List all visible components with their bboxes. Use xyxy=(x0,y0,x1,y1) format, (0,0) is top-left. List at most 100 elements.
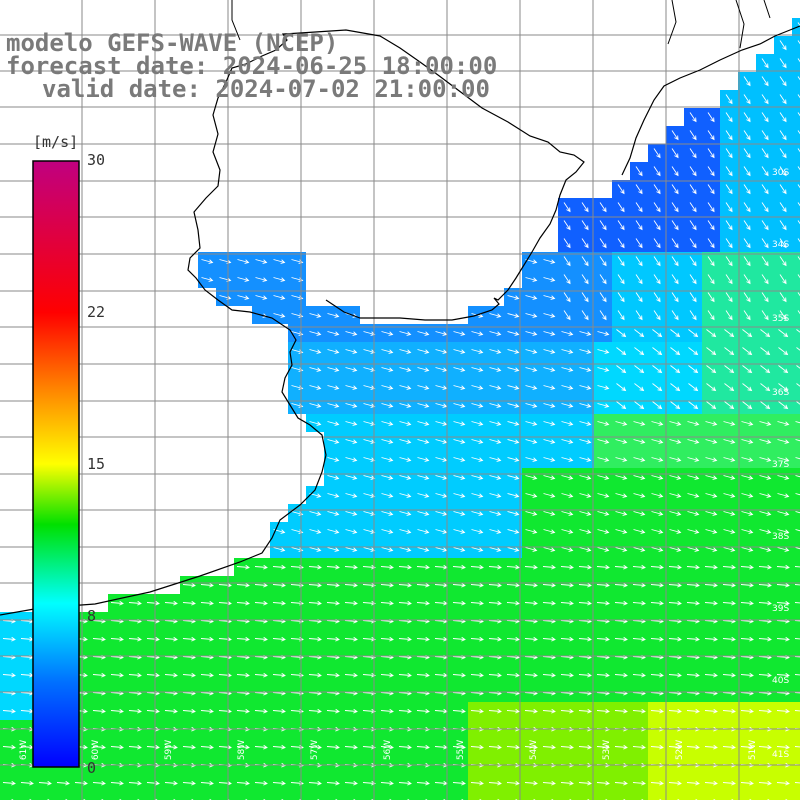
wind-arrow xyxy=(56,780,70,786)
field-cell xyxy=(792,198,800,216)
wind-arrow xyxy=(543,277,556,282)
field-cell xyxy=(792,360,800,378)
wind-arrow xyxy=(776,744,790,750)
wind-arrow xyxy=(705,457,718,462)
wind-arrow xyxy=(597,367,610,372)
wind-arrow xyxy=(489,511,502,516)
field-cell xyxy=(702,792,720,800)
wind-arrow xyxy=(686,564,700,570)
field-cell xyxy=(450,792,468,800)
wind-arrow xyxy=(399,511,412,516)
wind-arrow xyxy=(725,184,733,195)
wind-arrow xyxy=(272,564,286,570)
wind-arrow xyxy=(561,529,574,534)
wind-arrow xyxy=(707,184,715,195)
wind-arrow xyxy=(398,780,412,786)
wind-arrow xyxy=(759,421,772,426)
wind-arrow xyxy=(470,600,484,606)
wind-arrow xyxy=(561,547,574,552)
wind-arrow xyxy=(488,636,502,642)
wind-arrow xyxy=(779,76,787,87)
wind-arrow xyxy=(506,636,520,642)
wind-arrow xyxy=(761,220,769,231)
wind-arrow xyxy=(561,367,574,372)
wind-arrow xyxy=(506,708,520,714)
wind-arrow xyxy=(797,130,800,135)
wind-arrow xyxy=(542,600,556,606)
wind-arrow xyxy=(489,367,502,372)
field-cell xyxy=(792,432,800,450)
wind-arrow xyxy=(92,708,106,714)
wind-arrow xyxy=(471,547,484,552)
wind-arrow xyxy=(669,493,682,498)
wind-arrow xyxy=(761,238,769,249)
wind-arrow xyxy=(164,636,178,642)
field-cell xyxy=(216,792,234,800)
wind-arrow xyxy=(581,256,589,267)
latitude-label: 39S xyxy=(772,604,790,614)
wind-arrow xyxy=(236,744,250,750)
wind-arrow xyxy=(740,564,754,570)
wind-arrow xyxy=(561,331,574,336)
wind-arrow xyxy=(488,672,502,678)
wind-arrow xyxy=(778,383,789,392)
wind-arrow xyxy=(758,744,772,750)
wind-arrow xyxy=(687,511,700,516)
wind-arrow xyxy=(381,511,394,516)
wind-arrow xyxy=(308,600,322,606)
wind-arrow xyxy=(398,708,412,714)
wind-arrow xyxy=(578,600,592,606)
wind-arrow xyxy=(563,292,571,303)
wind-arrow xyxy=(777,421,790,426)
field-cell xyxy=(468,792,486,800)
wind-arrow xyxy=(794,602,800,604)
wind-arrow xyxy=(761,310,769,321)
wind-arrow xyxy=(146,672,160,678)
field-cell xyxy=(792,396,800,414)
wind-arrow xyxy=(725,166,733,177)
wind-arrow xyxy=(381,385,394,390)
wind-arrow xyxy=(596,780,610,786)
wind-arrow xyxy=(634,347,645,356)
wind-arrow xyxy=(525,295,538,300)
wind-arrow xyxy=(778,329,789,338)
wind-arrow xyxy=(707,274,715,285)
latitude-label: 41S xyxy=(772,750,790,760)
wind-arrow xyxy=(653,292,661,303)
wind-arrow xyxy=(723,475,736,480)
wind-arrow xyxy=(110,600,124,606)
wind-arrow xyxy=(524,780,538,786)
wind-arrow xyxy=(687,529,700,534)
wind-arrow xyxy=(579,367,592,372)
wind-arrow xyxy=(254,780,268,786)
wind-arrow xyxy=(489,349,502,354)
wind-arrow xyxy=(650,600,664,606)
wind-arrow xyxy=(615,421,628,426)
wind-arrow xyxy=(758,672,772,678)
wind-arrow xyxy=(650,672,664,678)
latitude-label: 40S xyxy=(772,676,790,686)
wind-arrow xyxy=(128,708,142,714)
field-cell xyxy=(270,792,288,800)
field-cell xyxy=(792,486,800,504)
wind-arrow xyxy=(236,582,250,588)
field-cell xyxy=(792,54,800,72)
wind-arrow xyxy=(362,564,376,570)
wind-arrow xyxy=(797,238,800,243)
wind-arrow xyxy=(344,600,358,606)
wind-arrow xyxy=(506,582,520,588)
wind-arrow xyxy=(707,148,715,159)
wind-arrow xyxy=(634,401,645,410)
wind-arrow xyxy=(543,421,556,426)
wind-arrow xyxy=(653,238,661,249)
wind-arrow xyxy=(471,457,484,462)
wind-arrow xyxy=(272,600,286,606)
wind-arrow xyxy=(309,349,322,354)
wind-arrow xyxy=(345,547,358,552)
wind-arrow xyxy=(794,656,800,658)
wind-arrow xyxy=(488,600,502,606)
wind-arrow xyxy=(743,310,751,321)
wind-arrow xyxy=(254,708,268,714)
wind-arrow xyxy=(743,148,751,159)
wind-arrow xyxy=(273,259,286,264)
